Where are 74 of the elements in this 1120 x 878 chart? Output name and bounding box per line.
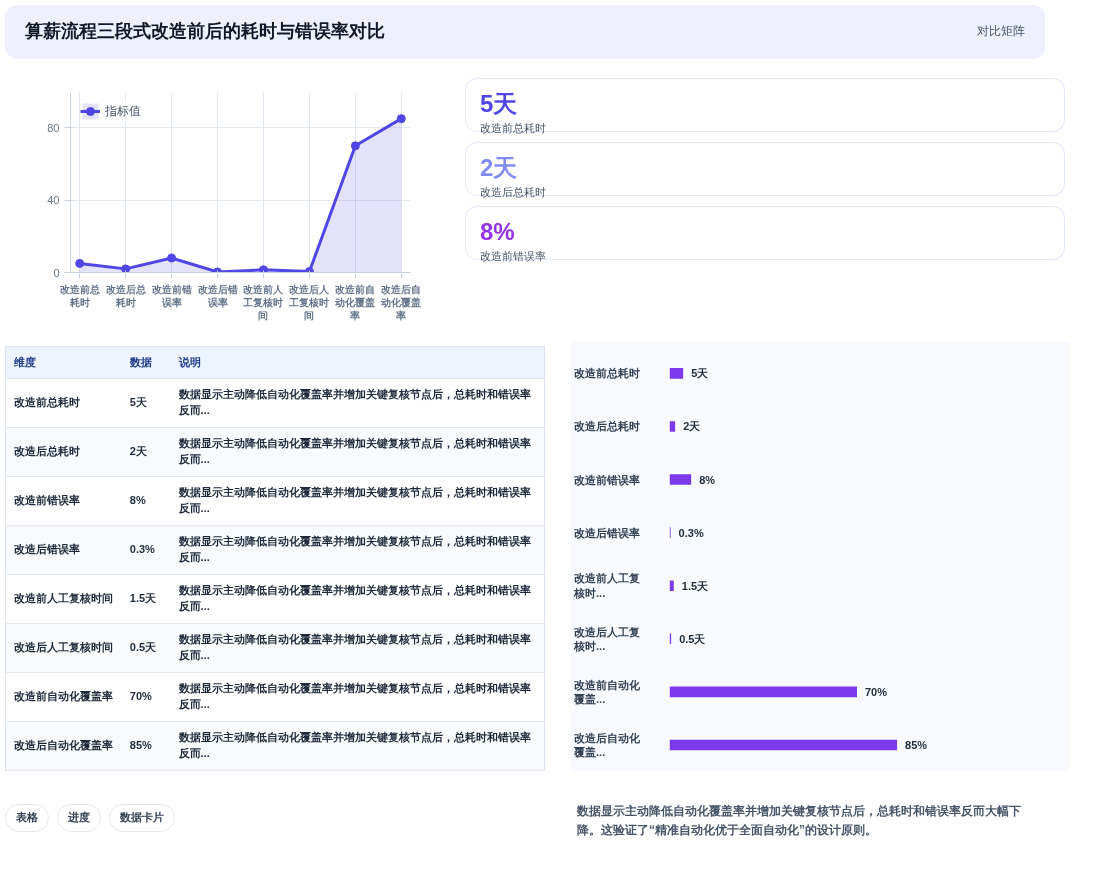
- text: 改造前自动化覆盖率: [13, 689, 114, 705]
- point: [350, 141, 360, 151]
- point: [75, 258, 85, 268]
- text: 8%: [129, 494, 146, 507]
- text: 数据显示主动降低自动化覆盖率并增加关键复核节点后，总耗时和错误率反而...: [177, 436, 532, 467]
- y-tick-label: 改造后总耗时: [574, 420, 641, 433]
- text: 70%: [128, 689, 153, 705]
- text: 0.5天: [128, 640, 158, 656]
- text: 1.5天: [128, 591, 158, 607]
- bar: [669, 368, 684, 379]
- text: 数据显示主动降低自动化覆盖率并增加关键复核节点后，总耗时和错误率反而...: [177, 583, 532, 614]
- category-label: 改造前错误率: [480, 249, 547, 265]
- bar: [669, 686, 857, 698]
- text: 数据显示主动降低自动化覆盖率并增加关键复核节点后，总耗时和错误率反而...: [177, 681, 532, 712]
- text: 5天: [480, 89, 519, 119]
- text: 说明: [177, 354, 202, 370]
- x-tick-label: 改造前自动化覆盖率: [334, 283, 376, 321]
- text: 数据: [128, 354, 153, 370]
- y-tick-label: 改造前自动化覆盖...: [573, 678, 642, 706]
- text: 2天: [480, 153, 519, 183]
- point: [167, 253, 177, 263]
- text: 数据显示主动降低自动化覆盖率并增加关键复核节点后，总耗时和错误率反而...: [177, 730, 532, 761]
- text: 2天: [129, 445, 147, 458]
- text: 维度: [13, 354, 37, 370]
- text: 表格: [5, 804, 49, 832]
- data-label: 0.5天: [679, 632, 707, 645]
- y-tick-label: 改造前总耗时: [574, 367, 641, 380]
- data-label: 1.5天: [681, 579, 710, 592]
- category-label: 改造前总耗时: [480, 121, 547, 137]
- text: 改造前人工复核时间: [13, 591, 114, 607]
- text: 数据卡片: [109, 804, 175, 832]
- text: 数据显示主动降低自动化覆盖率并增加关键复核节点后，总耗时和错误率反而...: [177, 632, 532, 663]
- text: 对比矩阵: [977, 23, 1025, 40]
- text: 85%: [128, 738, 153, 754]
- bar: [669, 739, 898, 751]
- data-label: 8%: [699, 473, 716, 486]
- y-tick-label: 80: [47, 121, 60, 134]
- x-tick-label: 改造后错误率: [197, 283, 238, 308]
- y-tick-label: 改造前错误率: [574, 473, 641, 486]
- data-label: 5天: [691, 367, 710, 380]
- bar: [669, 580, 674, 592]
- point: [258, 265, 268, 273]
- y-tick-label: 改造前人工复核时...: [573, 572, 641, 599]
- text: 数据显示主动降低自动化覆盖率并增加关键复核节点后，总耗时和错误率反而...: [177, 534, 532, 565]
- text: 进度: [57, 804, 101, 832]
- text: 0.3%: [128, 542, 156, 558]
- x-tick-label: 改造后人工复核时间: [288, 283, 331, 321]
- data-label: 0.3%: [678, 526, 704, 539]
- data-label: 70%: [864, 685, 888, 698]
- chart-title: 算薪流程三段式改造前后的耗时与错误率对比: [25, 21, 385, 41]
- y-tick-label: 改造后自动化覆盖...: [573, 731, 642, 759]
- y-tick-label: 0: [53, 266, 60, 279]
- category-label: 改造后总耗时: [480, 185, 547, 201]
- text: 5天: [129, 396, 147, 409]
- text: 改造后人工复核时间: [13, 640, 114, 656]
- text: 改造后自动化覆盖率: [13, 738, 114, 754]
- point: [396, 114, 406, 124]
- x-tick-label: 改造后总耗时: [105, 283, 147, 308]
- x-tick-label: 改造前错误率: [151, 283, 192, 308]
- text: 数据显示主动降低自动化覆盖率并增加关键复核节点后，总耗时和错误率反而...: [177, 387, 532, 418]
- x-tick-label: 改造后自动化覆盖率: [380, 283, 422, 321]
- y-tick-label: 40: [47, 194, 60, 207]
- y-tick-label: 改造后错误率: [574, 526, 641, 539]
- data-label: 2天: [683, 420, 702, 433]
- bar: [669, 421, 676, 432]
- y-tick-label: 改造后人工复核时...: [573, 625, 641, 652]
- point: [121, 264, 131, 273]
- text: 数据显示主动降低自动化覆盖率并增加关键复核节点后，总耗时和错误率反而...: [177, 485, 532, 516]
- text: 数据显示主动降低自动化覆盖率并增加关键复核节点后，总耗时和错误率反而大幅下降。这验证了“精准自动化优于全面自动化”的设计原则。: [577, 803, 1022, 840]
- legend-label: 指标值: [105, 102, 141, 120]
- text: 8%: [480, 217, 516, 247]
- data-label: 85%: [905, 738, 928, 751]
- x-tick-label: 改造前人工复核时间: [242, 283, 285, 321]
- bar: [669, 474, 692, 485]
